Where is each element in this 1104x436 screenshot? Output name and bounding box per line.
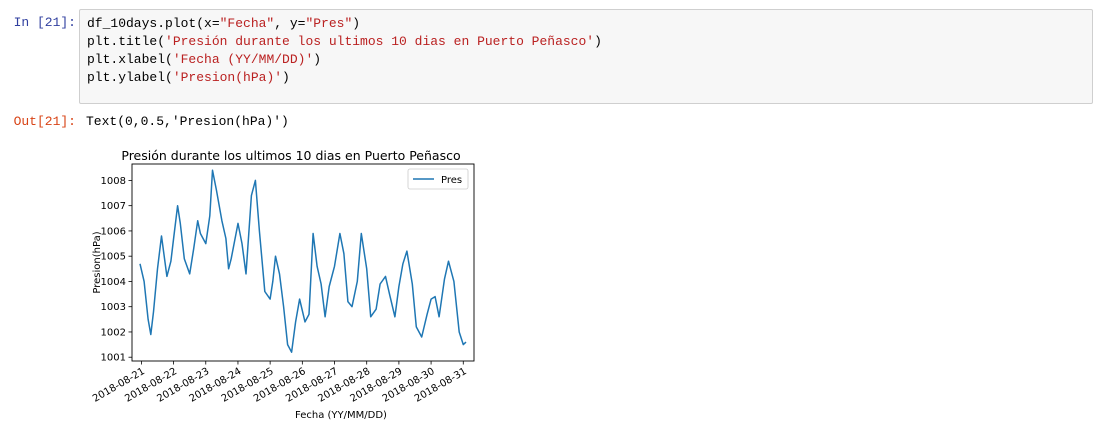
code-token: ) [282, 70, 290, 85]
y-axis-label: Presion(hPa) [92, 231, 103, 293]
code-string-token: 'Presión durante los ultimos 10 dias en … [165, 34, 595, 49]
y-tick-label: 1002 [101, 327, 126, 338]
output-prompt: Out[21]: [13, 114, 76, 129]
input-prompt: In [21]: [13, 15, 76, 30]
code-token: plt.ylabel( [87, 70, 173, 85]
y-tick-label: 1007 [101, 201, 126, 212]
output-text: Text(0,0.5,'Presion(hPa)') [86, 114, 289, 129]
code-editor[interactable]: df_10days.plot(x="Fecha", y="Pres") plt.t… [87, 15, 602, 87]
code-string-token: 'Fecha (YY/MM/DD)' [172, 52, 314, 67]
legend: Pres [407, 168, 469, 190]
chart-title: Presión durante los ultimos 10 dias en P… [121, 148, 460, 163]
code-line: plt.title('Presión durante los ultimos 1… [87, 33, 602, 51]
code-token: , y= [274, 16, 306, 31]
y-tick-label: 1001 [101, 353, 126, 364]
code-token: plt.xlabel( [87, 52, 173, 67]
x-axis-label: Fecha (YY/MM/DD) [295, 410, 387, 421]
y-tick-label: 1004 [101, 277, 126, 288]
series-line-pres [139, 169, 467, 353]
code-cell-input[interactable]: df_10days.plot(x="Fecha", y="Pres") plt.t… [79, 9, 1093, 104]
code-token: ) [594, 34, 602, 49]
plot-frame [131, 163, 475, 362]
code-line: df_10days.plot(x="Fecha", y="Pres") [87, 15, 602, 33]
code-string-token: "Pres" [305, 16, 353, 31]
y-tick-label: 1003 [101, 302, 126, 313]
y-tick-label: 1006 [101, 226, 126, 237]
legend-box [407, 168, 469, 190]
code-line: plt.ylabel('Presion(hPa)') [87, 69, 602, 87]
y-tick-label: 1008 [101, 176, 126, 187]
code-string-token: "Fecha" [219, 16, 275, 31]
code-token: ) [352, 16, 361, 31]
pressure-line-chart: Presión durante los ultimos 10 dias en P… [91, 148, 475, 421]
code-string-token: 'Presion(hPa)' [172, 70, 283, 85]
legend-label-pres: Pres [441, 175, 462, 186]
code-line: plt.xlabel('Fecha (YY/MM/DD)') [87, 51, 602, 69]
y-tick-label: 1005 [101, 252, 126, 263]
code-token: ) [313, 52, 322, 67]
code-token: plt.title( [87, 34, 166, 49]
code-token: df_10days.plot(x= [87, 16, 220, 31]
